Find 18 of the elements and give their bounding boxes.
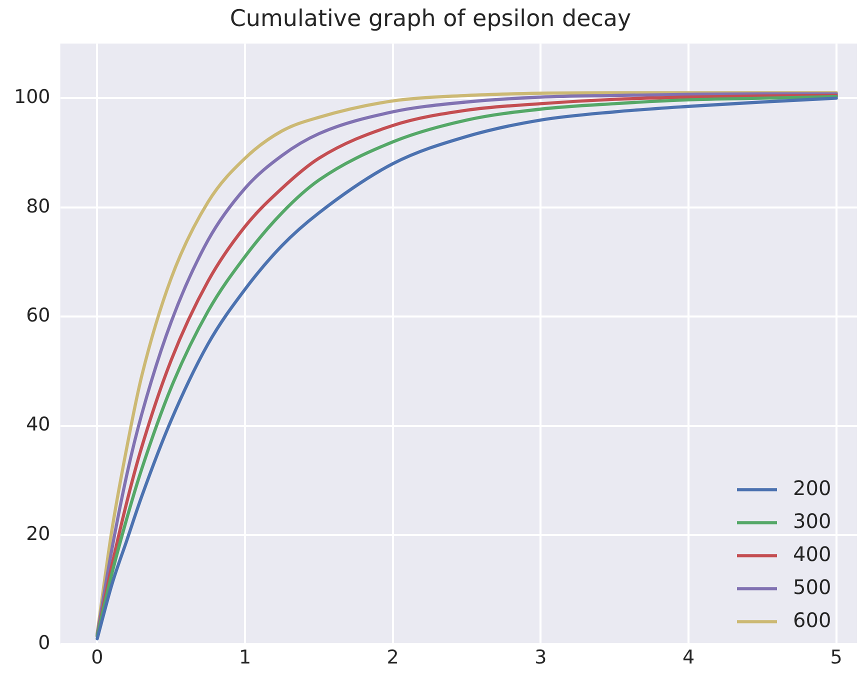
chart-title: Cumulative graph of epsilon decay <box>230 6 632 32</box>
y-tick-label: 40 <box>26 414 50 436</box>
y-tick-label: 20 <box>26 522 50 545</box>
x-tick-label: 3 <box>534 646 547 669</box>
x-tick-label: 0 <box>91 646 104 669</box>
y-tick-label: 60 <box>26 304 50 327</box>
x-tick-label: 2 <box>386 646 399 669</box>
legend-label: 500 <box>793 574 832 599</box>
legend-label: 300 <box>793 508 832 533</box>
y-tick-label: 100 <box>14 86 50 108</box>
legend-label: 200 <box>793 476 832 500</box>
x-tick-label: 1 <box>238 646 252 669</box>
x-tick-label: 4 <box>682 646 695 669</box>
legend-label: 400 <box>793 542 832 566</box>
y-tick-label: 80 <box>26 195 50 218</box>
x-tick-label: 5 <box>830 646 842 669</box>
legend-label: 600 <box>793 608 832 632</box>
y-tick-label: 0 <box>38 632 50 654</box>
